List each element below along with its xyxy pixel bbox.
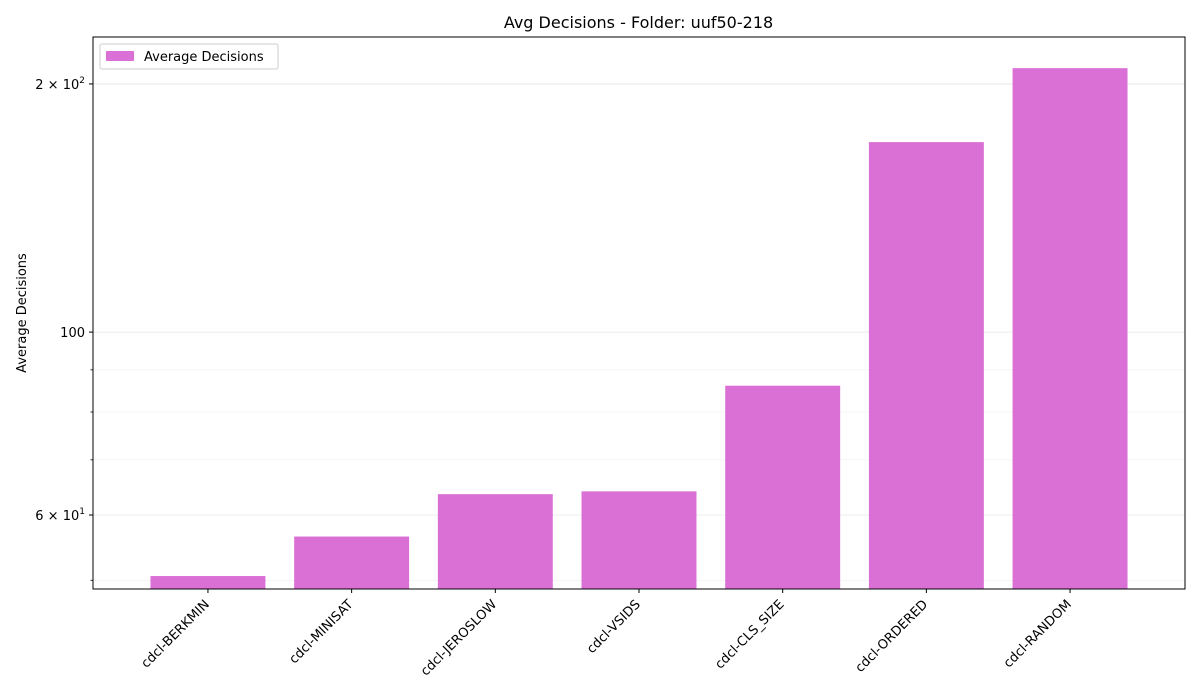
x-tick-label: cdcl-JEROSLOW	[418, 597, 500, 679]
legend-box	[99, 43, 279, 70]
chart-title: Avg Decisions - Folder: uuf50-218	[504, 13, 773, 32]
legend-swatch	[106, 51, 134, 61]
x-tick-label: cdcl-RANDOM	[1001, 597, 1075, 671]
bar	[150, 576, 266, 589]
y-tick-label: 100	[60, 326, 85, 341]
bar	[1012, 68, 1128, 589]
x-tick-label: cdcl-VSIDS	[584, 597, 644, 657]
bar	[581, 491, 697, 589]
y-axis-label: Average Decisions	[15, 253, 30, 373]
bar	[868, 142, 984, 590]
bar	[294, 536, 410, 589]
x-tick-label: cdcl-ORDERED	[853, 597, 931, 675]
x-tick-label: cdcl-BERKMIN	[139, 597, 213, 671]
y-tick-label: 2 × 102	[35, 76, 85, 93]
legend: Average Decisions	[99, 43, 279, 70]
legend-label: Average Decisions	[144, 50, 264, 65]
bar	[725, 385, 841, 589]
bars	[150, 68, 1128, 590]
x-tick-label: cdcl-MINISAT	[287, 597, 357, 667]
bar	[437, 494, 553, 589]
y-tick-label: 6 × 101	[35, 507, 85, 524]
x-tick-label: cdcl-CLS_SIZE	[712, 597, 787, 672]
